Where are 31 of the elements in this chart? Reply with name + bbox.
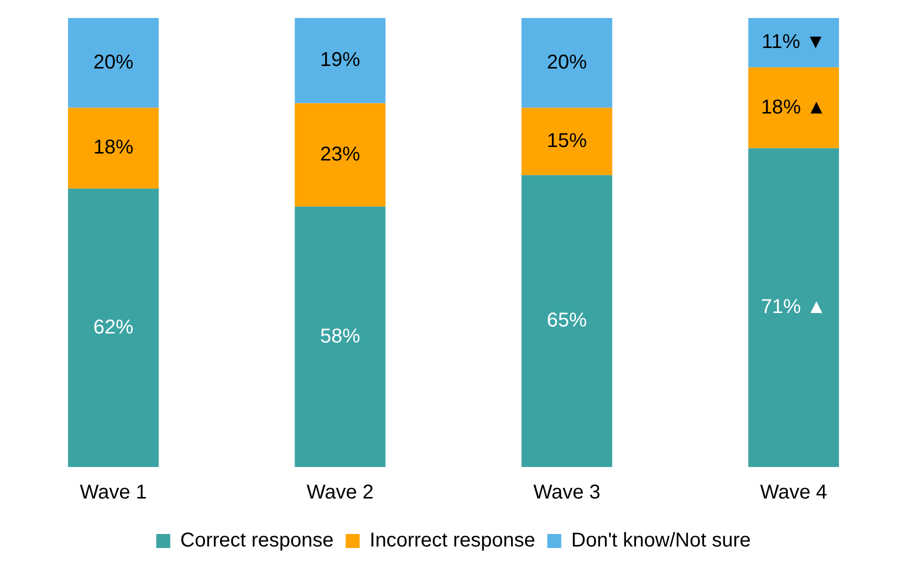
data-label: 65% (546, 310, 588, 332)
x-tick-label: Wave 3 (533, 482, 600, 504)
data-label: 58% (320, 325, 360, 348)
data-label: 71% ▲ (760, 296, 826, 318)
data-label: 23% (320, 143, 360, 166)
bar (68, 188, 159, 467)
x-tick-label: Wave 2 (306, 482, 374, 504)
x-tick-label: Wave 4 (760, 482, 828, 504)
data-label: 20% (93, 51, 134, 74)
bar (522, 18, 612, 108)
data-label: 19% (320, 49, 360, 72)
bar (294, 206, 386, 467)
legend-label: Correct response (180, 530, 334, 552)
data-label: 18% (93, 136, 134, 159)
data-label: 20% (546, 51, 588, 74)
data-label: 11% ▼ (762, 31, 826, 54)
legend-label: Incorrect response (370, 530, 536, 552)
bar (748, 148, 839, 467)
data-label: 62% (93, 316, 134, 338)
bar (294, 103, 386, 207)
bar (294, 18, 386, 104)
bar (748, 18, 839, 68)
data-label: 15% (546, 130, 588, 152)
bar (748, 67, 839, 148)
bar (68, 108, 159, 189)
legend-label: Don't know/Not sure (571, 530, 751, 552)
bar (522, 175, 612, 467)
data-label: 18% ▲ (760, 96, 826, 118)
x-tick-label: Wave 1 (80, 482, 147, 504)
bar (68, 18, 159, 108)
bar (522, 108, 612, 176)
